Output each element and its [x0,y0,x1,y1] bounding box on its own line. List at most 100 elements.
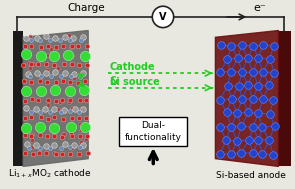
Point [271,153,276,156]
Point [39,116,43,119]
Point [52,135,56,138]
Point [44,144,48,147]
Point [245,57,250,60]
Point [78,122,83,125]
Point [72,72,77,75]
Point [61,108,66,111]
Point [235,57,240,60]
Polygon shape [23,30,88,167]
Point [23,99,27,102]
Point [37,80,42,83]
Point [53,36,57,39]
Text: Li$_{1+x}$MO$_2$ cathode: Li$_{1+x}$MO$_2$ cathode [8,167,91,180]
Point [22,134,27,137]
Point [44,62,49,65]
Point [224,111,229,114]
Point [69,44,74,47]
Point [268,112,272,115]
Point [58,147,63,150]
Point [23,44,27,47]
Text: Charge: Charge [68,3,105,13]
Point [229,97,234,100]
Text: Li source: Li source [109,77,159,87]
Point [69,63,74,66]
Point [67,101,71,104]
Point [80,52,85,55]
Point [28,81,33,84]
Point [235,139,239,142]
Point [53,46,58,49]
Point [47,39,52,42]
Text: Cathode: Cathode [109,62,155,72]
Point [235,112,240,115]
Point [78,129,83,132]
Point [68,81,73,84]
Text: Si-based anode: Si-based anode [216,171,286,180]
Point [217,125,222,128]
Point [236,84,241,87]
Point [25,142,30,145]
Point [76,117,81,120]
Point [29,134,34,137]
Point [62,36,67,39]
Point [77,110,82,113]
Point [218,70,223,73]
Point [34,107,39,110]
Point [69,62,74,65]
Point [26,92,30,95]
Point [78,134,82,137]
Point [229,152,234,155]
Point [240,70,244,74]
Point [246,111,251,114]
Point [256,112,260,115]
Point [34,144,38,147]
Point [53,80,58,83]
Point [69,132,73,135]
Point [38,146,43,149]
Point [45,54,50,57]
Point [238,151,243,154]
Point [81,107,86,110]
Point [68,132,73,135]
Point [60,153,65,156]
Point [70,116,74,119]
Point [69,135,74,138]
Point [27,146,31,149]
Point [53,99,58,102]
Point [67,38,72,41]
Point [28,134,33,137]
FancyBboxPatch shape [119,117,187,146]
Point [251,151,255,154]
Point [30,139,35,142]
Point [83,126,87,129]
Text: V: V [159,12,167,22]
Point [256,138,261,141]
Point [39,90,44,93]
Point [83,137,88,140]
Point [29,98,34,101]
Point [47,110,52,113]
Point [78,98,82,101]
Point [217,153,222,156]
Point [49,74,53,77]
Bar [12,30,23,167]
Point [37,152,42,155]
Point [30,62,35,65]
Point [229,44,234,47]
Point [240,97,245,100]
Point [53,71,57,74]
Point [70,107,75,110]
Text: &: & [109,76,118,86]
Point [84,134,89,137]
Point [43,107,48,110]
Point [225,58,230,61]
Point [28,111,33,114]
Point [267,83,271,86]
Point [28,74,33,77]
Point [261,98,266,101]
Point [271,44,276,47]
Point [78,39,83,42]
Point [29,116,33,119]
Point [70,54,75,57]
Point [27,62,31,65]
